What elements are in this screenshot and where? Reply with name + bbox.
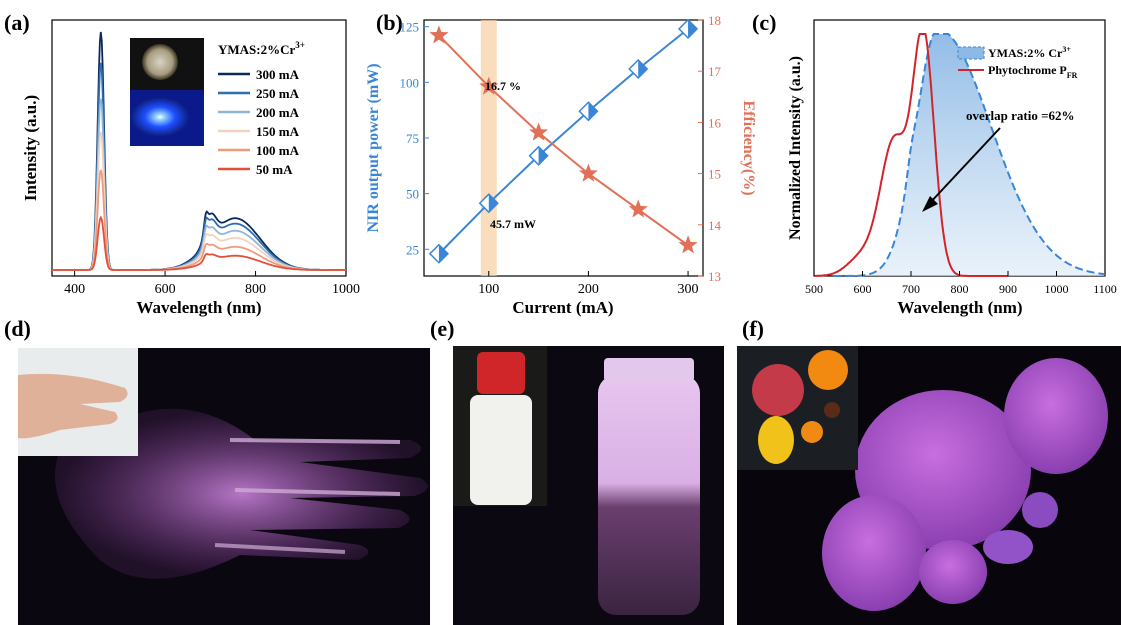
chart-c-xtick-label: 800 [951, 282, 969, 296]
chart-a-xtick-label: 600 [155, 282, 176, 297]
spectrum-line-50-mA [52, 215, 346, 271]
chart-b-ytick-right-label: 18 [708, 13, 721, 28]
chart-c-xtick-label: 500 [805, 282, 823, 296]
efficiency-point [678, 235, 698, 254]
chart-a-xlabel: Wavelength (nm) [136, 298, 261, 317]
power-point-half [538, 146, 548, 165]
chart-c-xtick-label: 900 [999, 282, 1017, 296]
chart-b-ytick-left-label: 100 [400, 75, 420, 90]
chart-c: 500 600 700 800 900 1000 1100 Wavelength (nm) … [787, 19, 1117, 317]
fruit-inset-apple [752, 364, 804, 416]
overlap-arrow-head [922, 196, 938, 212]
chart-b-frame [423, 19, 704, 277]
chart-b-xlabel: Current (mA) [512, 298, 613, 317]
power-point-half [438, 244, 448, 263]
legend-label-50-mA: 50 mA [256, 162, 293, 177]
bottle-inset-cap [477, 352, 525, 394]
efficiency-point [529, 122, 549, 141]
legend-phytochrome: Phytochrome PFR [988, 63, 1078, 80]
fruit-inset-small-orange [801, 421, 823, 443]
ymas-emission-area [833, 34, 1105, 276]
chart-a-xtick-label: 400 [64, 282, 85, 297]
chart-b-ytick-left-label: 25 [406, 242, 419, 257]
chart-a-legend-title: YMAS:2%Cr3+ [218, 40, 305, 57]
phytochrome-line [814, 33, 1008, 277]
annotation-overlap: overlap ratio =62% [966, 108, 1075, 123]
photo-hand-nir [18, 348, 430, 625]
chart-c-xlabel: Wavelength (nm) [897, 298, 1022, 317]
annotation-power: 45.7 mW [490, 217, 536, 231]
legend-label-250-mA: 250 mA [256, 86, 300, 101]
photo-fruit-nir [737, 346, 1121, 625]
chart-c-xtick-label: 1100 [1093, 282, 1117, 296]
chart-b-xtick-label: 200 [578, 282, 599, 297]
chart-b-ytick-right-label: 14 [708, 218, 722, 233]
panel-label-b: (b) [376, 10, 403, 35]
efficiency-point [578, 163, 598, 182]
panel-label-e: (e) [430, 316, 454, 341]
fruit-inset-chestnut [824, 402, 840, 418]
chart-b-ytick-left-label: 75 [406, 131, 419, 146]
chart-a-frame [51, 19, 347, 277]
legend-label-300-mA: 300 mA [256, 67, 300, 82]
legend-label-150-mA: 150 mA [256, 124, 300, 139]
chart-b-ytick-right-label: 16 [708, 115, 722, 130]
chart-a-xtick-label: 800 [245, 282, 266, 297]
chart-a: 400 600 800 1000 Wavelength (nm) Intensity … [21, 19, 360, 317]
chart-b-ylabel-left: NIR output power (mW) [365, 63, 382, 232]
chart-c-ylabel: Normalized Intensity (a.u.) [787, 56, 804, 240]
chart-b: 100 200 300 25 50 75 100 125 13 14 15 16 17 18 Curren… [365, 13, 757, 317]
bottle-inset-body [470, 395, 532, 505]
legend-label-200-mA: 200 mA [256, 105, 300, 120]
efficiency-point [479, 76, 499, 95]
fruit-inset-lemon [758, 416, 794, 464]
annotation-efficiency: 16.7 % [485, 79, 521, 93]
power-point-half [488, 194, 498, 213]
panel-label-c: (c) [752, 10, 776, 35]
efficiency-point [429, 25, 449, 44]
chart-b-xtick-label: 100 [478, 282, 499, 297]
chart-b-ytick-left-label: 125 [400, 20, 420, 35]
panel-label-d: (d) [4, 316, 31, 341]
legend-ymas-swatch [957, 46, 985, 60]
fruit-inset-orange [808, 350, 848, 390]
chart-b-ytick-right-label: 13 [708, 269, 721, 284]
led-chip-image [142, 44, 178, 80]
blue-led-glow [130, 97, 190, 137]
ymas-emission-line [833, 33, 1105, 277]
chart-a-ylabel: Intensity (a.u.) [21, 95, 40, 201]
chart-b-xtick-label: 300 [678, 282, 699, 297]
efficiency-line [438, 34, 689, 247]
chart-a-xtick-label: 1000 [332, 282, 360, 297]
overlap-arrow [927, 127, 1001, 206]
chart-c-xtick-label: 1000 [1045, 282, 1069, 296]
chart-c-xtick-label: 700 [902, 282, 920, 296]
power-point-half [688, 19, 698, 38]
highlight-band [480, 20, 497, 276]
chart-b-ytick-left-label: 50 [406, 187, 419, 202]
power-line [438, 28, 689, 255]
efficiency-point [628, 199, 648, 218]
chart-c-xtick-label: 600 [854, 282, 872, 296]
power-point-half [638, 59, 648, 78]
chart-b-ytick-right-label: 15 [708, 167, 721, 182]
panel-label-a: (a) [4, 10, 30, 35]
power-point-half [588, 102, 598, 121]
chart-b-ytick-right-label: 17 [708, 64, 722, 79]
photo-bottle-nir [453, 346, 724, 625]
legend-ymas: YMAS:2% Cr3+ [988, 45, 1071, 60]
hand-inset-image [18, 373, 128, 439]
legend-label-100-mA: 100 mA [256, 143, 300, 158]
chart-b-ylabel-right: Efficiency(%) [740, 100, 757, 195]
panel-label-f: (f) [742, 316, 764, 341]
